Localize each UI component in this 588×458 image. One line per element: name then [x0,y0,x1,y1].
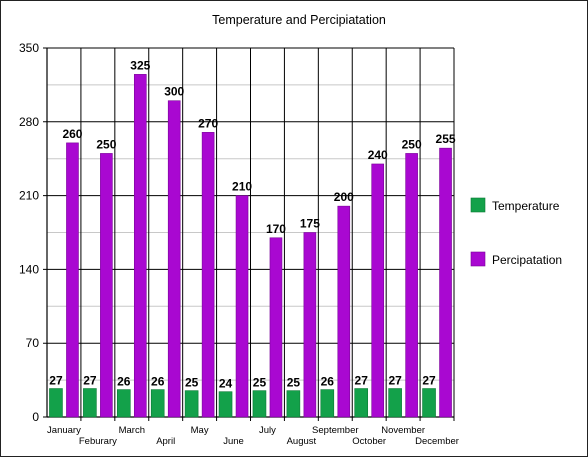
percipatation-data-label: 260 [62,127,82,141]
x-tick-label: Feburary [79,436,117,447]
x-tick-label: March [119,425,145,436]
percipatation-data-label: 210 [232,180,252,194]
temperature-bar [388,388,402,418]
temperature-data-label: 26 [117,375,131,389]
temperature-data-label: 24 [219,377,233,391]
x-tick-label: June [223,436,244,447]
percipatation-bar [201,132,215,418]
percipatation-data-label: 325 [130,58,150,72]
x-tick-label: July [259,425,276,436]
percipatation-bar [371,163,385,418]
temperature-data-label: 27 [388,374,402,388]
percipatation-data-label: 255 [436,132,456,146]
legend-label: Percipatation [492,253,562,267]
legend-label: Temperature [492,199,560,213]
legend-item: Temperature [470,197,560,213]
grid-layer [43,47,455,421]
percipatation-data-label: 170 [266,222,286,236]
percipatation-bar [337,205,351,418]
temperature-bar [354,388,369,418]
data-label-layer: 27 260 27 250 26 325 26 300 25 270 24 210 25 170 25 175… [49,58,456,390]
percipatation-data-label: 250 [402,137,422,151]
x-tick-label: May [191,425,209,436]
chart-title: Temperature and Percipiatation [212,13,386,27]
percipatation-data-label: 300 [164,85,184,99]
percipatation-bar [303,232,317,418]
temperature-data-label: 26 [151,375,165,389]
temperature-data-label: 25 [253,376,267,390]
y-tick-label: 210 [19,189,39,203]
percipatation-data-label: 270 [198,116,218,130]
percipatation-bar [100,153,113,418]
percipatation-bar [439,147,452,418]
percipatation-data-label: 200 [334,190,354,204]
y-tick-label: 280 [19,115,39,129]
temperature-bar [320,389,335,418]
y-tick-label: 140 [19,262,39,276]
y-axis-ticks: 0 70 140 210 280 350 [19,41,39,424]
x-tick-label: September [312,425,358,436]
legend: Temperature Percipatation [470,197,562,267]
temperature-bar [252,390,267,418]
x-tick-label: April [156,436,175,447]
temperature-data-label: 26 [321,375,335,389]
legend-swatch [470,251,486,267]
temperature-data-label: 25 [185,376,199,390]
legend-swatch [470,197,486,213]
percipatation-bar [269,237,283,418]
y-tick-label: 70 [26,336,40,350]
y-tick-label: 350 [19,41,39,55]
percipatation-bar [235,195,249,418]
bar-layer [49,74,452,418]
percipatation-data-label: 240 [368,148,388,162]
x-tick-label: October [352,436,386,447]
temperature-bar [49,388,63,418]
temperature-bar [286,390,301,418]
y-tick-label: 0 [32,410,39,424]
legend-item: Percipatation [470,251,562,267]
temperature-bar [184,390,199,418]
temperature-data-label: 27 [83,374,97,388]
x-tick-label: November [381,425,425,436]
x-tick-label: December [415,436,459,447]
percipatation-bar [133,74,147,418]
percipatation-data-label: 250 [96,137,116,151]
temperature-data-label: 27 [422,374,436,388]
percipatation-bar [66,142,79,418]
temperature-bar [218,391,233,418]
x-tick-label: January [47,425,81,436]
temperature-bar [116,389,131,418]
percipatation-bar [405,153,418,418]
temperature-data-label: 27 [355,374,369,388]
temperature-bar [422,388,436,418]
percipatation-bar [167,100,181,418]
x-tick-label: August [287,436,317,447]
temperature-data-label: 25 [287,376,301,390]
percipatation-data-label: 175 [300,217,320,231]
temperature-bar [150,389,165,418]
temperature-data-label: 27 [49,374,63,388]
temperature-bar [83,388,97,418]
